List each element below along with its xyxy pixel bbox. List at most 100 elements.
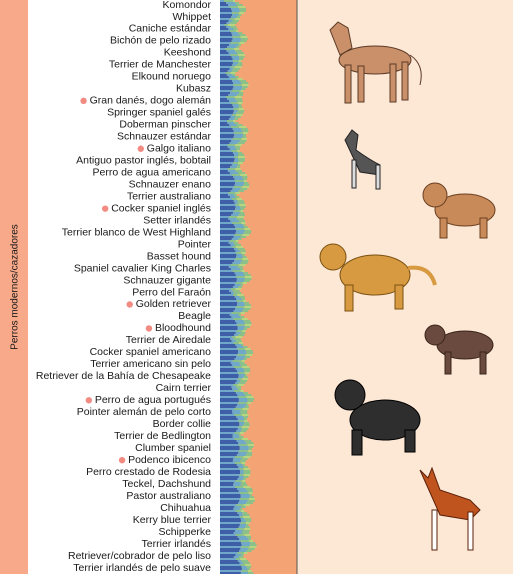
ancestry-stripe xyxy=(231,40,241,42)
ancestry-stripe xyxy=(228,118,235,120)
ancestry-stripe xyxy=(233,28,238,30)
breed-name: Perro crestado de Rodesia xyxy=(86,466,211,478)
ancestry-stripe xyxy=(234,122,239,124)
marker-dot xyxy=(101,205,109,212)
ancestry-stripe xyxy=(230,92,240,94)
ancestry-stripe xyxy=(220,252,237,254)
ancestry-stripe xyxy=(230,42,240,44)
ancestry-stripe xyxy=(220,294,234,296)
ancestry-stripe xyxy=(234,390,241,392)
ancestry-stripe xyxy=(220,122,228,124)
ancestry-stripe xyxy=(238,382,246,384)
ancestry-stripe xyxy=(233,112,237,114)
ancestry-stripe xyxy=(241,252,246,254)
ancestry-stripe xyxy=(248,498,255,500)
ancestry-stripe xyxy=(235,250,240,252)
ancestry-stripe xyxy=(235,274,245,276)
ancestry-stripe xyxy=(243,456,251,458)
ancestry-stripe xyxy=(236,46,240,48)
ancestry-stripe xyxy=(231,214,239,216)
ancestry-stripe xyxy=(238,62,243,64)
breed-name: Kerry blue terrier xyxy=(133,514,212,526)
ancestry-stripe xyxy=(229,290,233,292)
ancestry-stripe xyxy=(220,20,229,22)
ancestry-stripe xyxy=(220,178,235,180)
ancestry-stripe xyxy=(220,352,238,354)
ancestry-stripe xyxy=(233,384,238,386)
ancestry-stripe xyxy=(220,140,232,142)
ancestry-stripe xyxy=(220,366,234,368)
ancestry-stripe xyxy=(239,80,247,82)
ancestry-stripe xyxy=(237,384,244,386)
ancestry-stripe xyxy=(220,408,234,410)
ancestry-stripe xyxy=(220,192,229,194)
breed-name: Chihuahua xyxy=(160,502,211,514)
ancestry-stripe xyxy=(237,326,245,328)
ancestry-stripe xyxy=(247,444,254,446)
ancestry-stripe xyxy=(220,228,236,230)
ancestry-stripe xyxy=(240,316,245,318)
ancestry-stripe xyxy=(239,524,246,526)
ancestry-stripe xyxy=(229,22,237,24)
ancestry-stripe xyxy=(236,454,246,456)
ancestry-stripe xyxy=(233,106,239,108)
ancestry-stripe xyxy=(238,158,245,160)
ancestry-stripe xyxy=(235,332,241,334)
ancestry-stripe xyxy=(220,78,231,80)
ancestry-stripe xyxy=(220,348,238,350)
ancestry-stripe xyxy=(235,558,241,560)
ancestry-stripe xyxy=(220,210,235,212)
ancestry-stripe xyxy=(220,332,236,334)
ancestry-stripe xyxy=(220,374,239,376)
ancestry-stripe xyxy=(233,242,239,244)
ancestry-stripe xyxy=(230,26,237,28)
ancestry-stripe xyxy=(239,562,243,564)
breed-name: Terrier de Airedale xyxy=(126,334,211,346)
ancestry-stripe xyxy=(232,188,241,190)
breed-name: Antiguo pastor inglés, bobtail xyxy=(76,155,211,167)
ancestry-stripe xyxy=(246,536,252,538)
ancestry-stripe xyxy=(237,304,245,306)
ancestry-stripe xyxy=(220,422,240,424)
breed-name: Keeshond xyxy=(164,47,211,59)
ancestry-stripe xyxy=(220,34,233,36)
ancestry-stripe xyxy=(220,92,231,94)
ancestry-stripe xyxy=(220,516,241,518)
breed-name: Terrier australiano xyxy=(127,190,211,202)
ancestry-stripe xyxy=(234,118,239,120)
ancestry-stripe xyxy=(239,508,243,510)
ancestry-stripe xyxy=(242,254,245,256)
breed-name: Setter irlandés xyxy=(143,214,211,226)
ancestry-stripe xyxy=(220,266,229,268)
ancestry-stripe xyxy=(240,38,248,40)
ancestry-stripe xyxy=(226,50,236,52)
ancestry-stripe xyxy=(239,264,246,266)
ancestry-stripe xyxy=(231,140,240,142)
ancestry-stripe xyxy=(237,78,243,80)
ancestry-stripe xyxy=(238,108,244,110)
ancestry-stripe xyxy=(238,426,242,428)
ancestry-stripe xyxy=(234,156,239,158)
ancestry-stripe xyxy=(220,246,233,248)
ancestry-stripe xyxy=(233,108,239,110)
ancestry-stripe xyxy=(220,500,240,502)
ancestry-stripe xyxy=(220,354,238,356)
ancestry-stripe xyxy=(230,244,235,246)
ancestry-stripe xyxy=(234,234,243,236)
ancestry-stripe xyxy=(234,210,241,212)
ancestry-stripe xyxy=(234,132,244,134)
ancestry-stripe xyxy=(220,96,227,98)
ancestry-stripe xyxy=(237,248,245,250)
ancestry-stripe xyxy=(241,568,248,570)
ancestry-stripe xyxy=(241,360,245,362)
ancestry-stripe xyxy=(231,292,235,294)
ancestry-stripe xyxy=(241,566,247,568)
ancestry-stripe xyxy=(220,234,235,236)
ancestry-bar xyxy=(220,0,297,574)
ancestry-stripe xyxy=(236,322,245,324)
ancestry-stripe xyxy=(238,334,245,336)
ancestry-stripe xyxy=(232,58,240,60)
ancestry-stripe xyxy=(237,378,243,380)
ancestry-stripe xyxy=(229,124,237,126)
ancestry-stripe xyxy=(220,562,240,564)
